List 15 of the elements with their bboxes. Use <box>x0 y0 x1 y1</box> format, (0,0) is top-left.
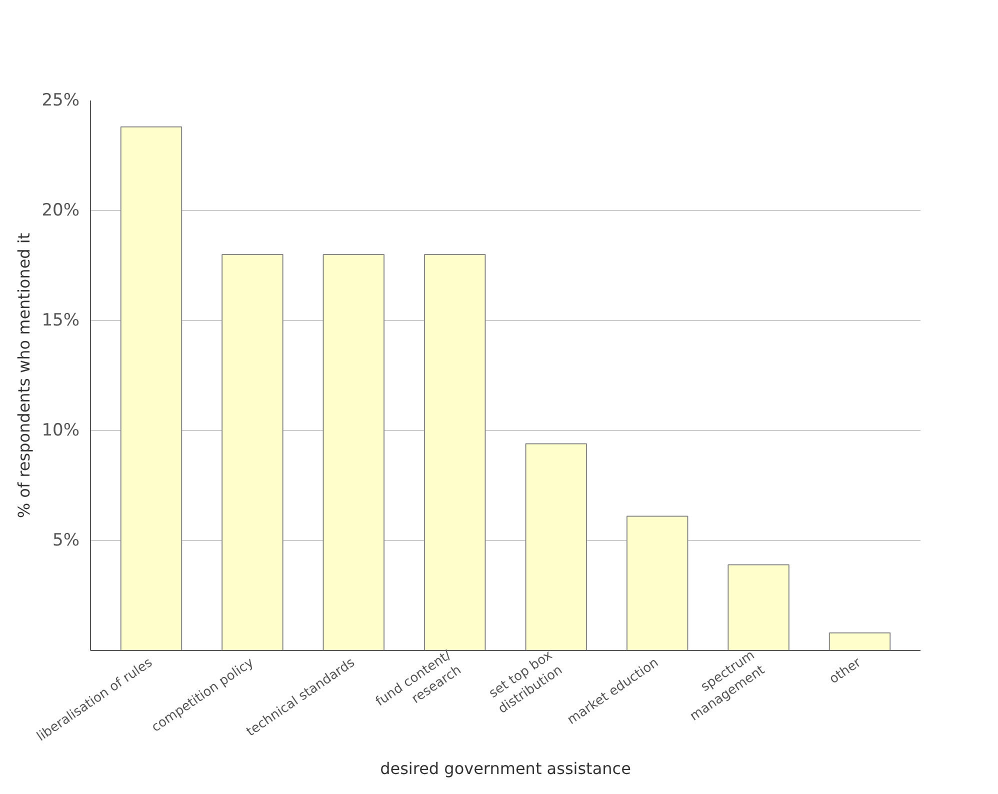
y-tick-label: 10% <box>42 420 80 440</box>
bar <box>626 516 688 650</box>
bar <box>120 126 182 650</box>
y-tick-label: 20% <box>42 200 80 220</box>
bar <box>222 254 284 650</box>
y-tick-label: 25% <box>42 90 80 110</box>
bar <box>828 632 891 650</box>
bar <box>424 254 486 650</box>
y-tick-label: 5% <box>52 530 80 550</box>
bar <box>322 254 385 650</box>
x-axis-title: desired government assistance <box>380 758 631 778</box>
bar <box>728 564 790 650</box>
y-tick-label: 15% <box>42 310 80 330</box>
bar <box>525 443 587 650</box>
y-axis-title: % of respondents who mentioned it <box>14 232 34 518</box>
